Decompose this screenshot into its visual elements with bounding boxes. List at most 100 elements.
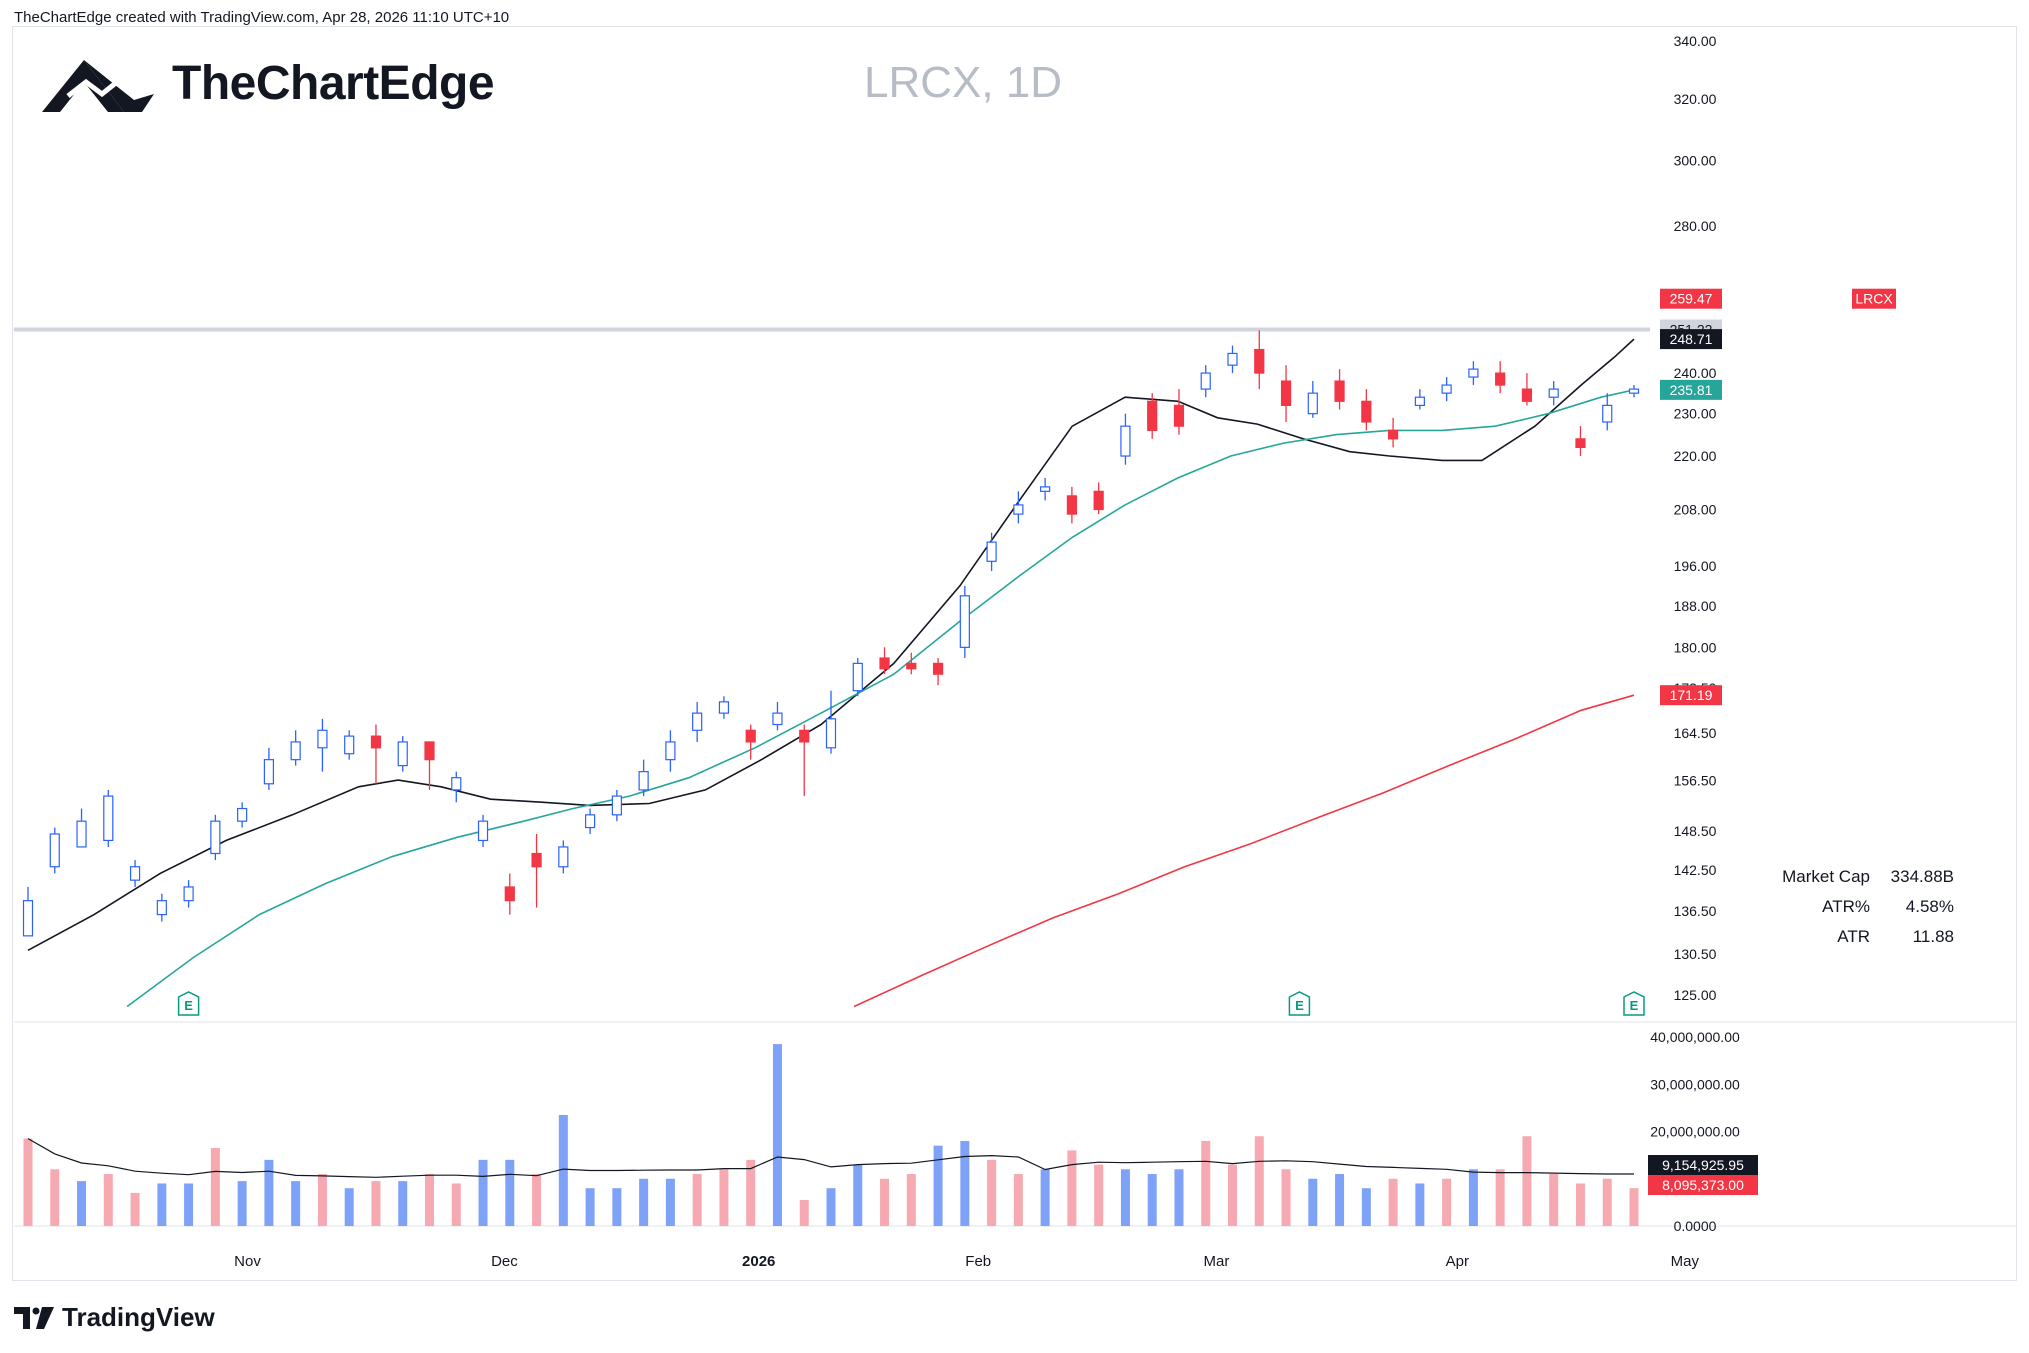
candle-body [1495, 372, 1506, 386]
volume-bar [130, 1192, 140, 1226]
volume-tick-label: 0.0000 [1674, 1218, 1717, 1234]
price-label-symbol: LRCX [1855, 291, 1893, 307]
tradingview-wordmark: TradingView [62, 1302, 215, 1332]
candle-body [1307, 392, 1318, 415]
candle-body [584, 814, 596, 829]
candle-body [1521, 388, 1533, 402]
volume-bar [1254, 1136, 1264, 1226]
candle-body [825, 718, 837, 749]
candle-body [558, 846, 569, 868]
volume-label: 9,154,925.95 [1648, 1155, 1758, 1175]
candle-body [183, 886, 194, 902]
price-label-value: 259.47 [1670, 291, 1713, 307]
volume-tick-label: 30,000,000.00 [1650, 1076, 1740, 1092]
price-tick-label: 280.00 [1674, 218, 1717, 234]
earnings-marker-letter: E [184, 998, 193, 1013]
candle-body [49, 833, 60, 868]
candle-body [1575, 438, 1586, 449]
price-tick-label: 230.00 [1674, 406, 1717, 422]
candle-body [1120, 425, 1131, 457]
volume-bar [639, 1178, 649, 1226]
candle-body [1628, 388, 1640, 394]
volume-bar [1228, 1164, 1237, 1226]
volume-bar [1361, 1188, 1371, 1226]
candle-body [317, 729, 328, 749]
price-label: 171.19 [1660, 685, 1722, 706]
brand-name: TheChartEdge [172, 56, 495, 110]
price-tick-label: 320.00 [1674, 91, 1717, 107]
volume-bar [505, 1159, 515, 1226]
price-label-value: 248.71 [1670, 331, 1713, 347]
candle-body [772, 712, 783, 726]
volume-bar [772, 1044, 782, 1226]
volume-bar [960, 1140, 970, 1226]
candle-body [986, 541, 997, 562]
candle-body [1173, 404, 1185, 427]
stat-label: Market Cap [1782, 867, 1870, 886]
candle-body [1200, 372, 1211, 390]
stat-row-atr-percent: ATR% 4.58% [1715, 892, 1954, 922]
stat-row-market-cap: Market Cap 334.88B [1715, 862, 1954, 892]
brand-logo: TheChartEdge [42, 52, 495, 114]
candle-body [210, 820, 221, 855]
price-tick-label: 142.50 [1674, 862, 1717, 878]
candle-body [1013, 504, 1024, 515]
candle-body [504, 886, 515, 902]
candle-body [1387, 429, 1399, 440]
candle-body [718, 701, 730, 714]
volume-bar [1468, 1169, 1478, 1226]
price-tick-label: 340.00 [1674, 33, 1717, 49]
volume-bar [1522, 1136, 1532, 1226]
price-tick-label: 196.00 [1674, 558, 1717, 574]
chart-edge-icon [42, 60, 154, 112]
stat-label: ATR [1837, 927, 1870, 946]
price-tick-label: 180.00 [1674, 639, 1717, 655]
candle-body [906, 662, 917, 670]
volume-bar [665, 1178, 675, 1226]
stat-row-atr: ATR 11.88 [1715, 922, 1954, 952]
candle-body [1441, 384, 1452, 394]
candle-body [531, 852, 542, 868]
candle-body [611, 795, 622, 816]
volume-bar [478, 1159, 488, 1226]
volume-bar [692, 1174, 702, 1226]
candle-body [370, 735, 382, 749]
price-tick-label: 220.00 [1674, 448, 1717, 464]
chart-frame[interactable] [12, 26, 2017, 1281]
earnings-marker-letter: E [1295, 998, 1304, 1013]
earnings-marker-icon: E [177, 991, 200, 1016]
volume-bar [1040, 1169, 1050, 1226]
time-tick-label: Feb [965, 1253, 991, 1270]
candle-body [1361, 400, 1372, 423]
candle-body [263, 759, 274, 785]
candle-body [1548, 388, 1559, 398]
price-tick-label: 208.00 [1674, 502, 1717, 518]
price-tick-label: 156.50 [1674, 773, 1717, 789]
volume-bar [1415, 1183, 1425, 1226]
volume-bar [585, 1188, 595, 1226]
candle-body [1254, 348, 1265, 374]
candle-body [103, 795, 114, 842]
symbol-watermark: LRCX, 1D [864, 58, 1063, 107]
price-tick-label: 136.50 [1674, 903, 1717, 919]
candle-body [1227, 352, 1238, 366]
candle-body [344, 735, 355, 755]
stats-table: Market Cap 334.88B ATR% 4.58% ATR 11.88 [1715, 862, 1954, 952]
price-label-box [1660, 379, 1722, 400]
volume-bar [23, 1138, 33, 1226]
time-tick-label: Nov [234, 1253, 261, 1270]
volume-bar [1147, 1174, 1157, 1226]
price-label-box [1660, 329, 1722, 350]
volume-bar [291, 1181, 301, 1226]
price-tick-label: 125.00 [1674, 987, 1717, 1003]
candle-body [692, 712, 703, 731]
earnings-marker-icon: E [1623, 991, 1645, 1016]
volume-bar [1201, 1140, 1211, 1226]
tradingview-logo[interactable]: TradingView [14, 1302, 215, 1333]
volume-bar [933, 1145, 943, 1226]
time-tick-label: Apr [1446, 1253, 1469, 1270]
candle-body [1280, 380, 1292, 406]
volume-bar [746, 1159, 756, 1226]
volume-bar [826, 1188, 836, 1226]
